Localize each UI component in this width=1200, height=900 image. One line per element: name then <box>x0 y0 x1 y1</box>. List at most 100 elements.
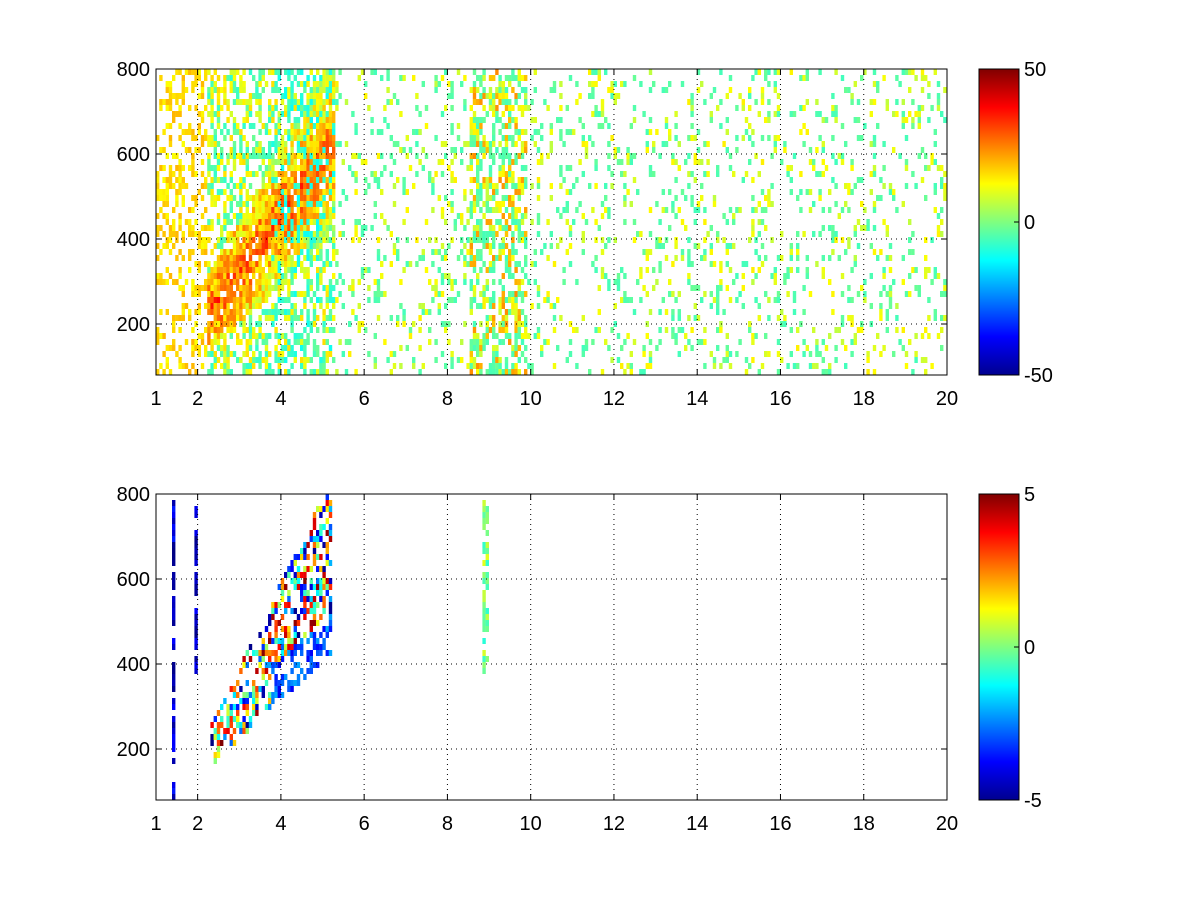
heatmap-cell <box>485 189 489 195</box>
heatmap-cell <box>440 279 445 285</box>
heatmap-cell <box>245 147 249 153</box>
heatmap-cell <box>773 279 777 285</box>
heatmap-cell <box>223 267 227 273</box>
heatmap-cell <box>319 159 323 165</box>
heatmap-cell <box>303 351 307 357</box>
heatmap-cell <box>220 231 224 237</box>
heatmap-cell <box>360 231 365 237</box>
heatmap-cell <box>600 213 605 219</box>
heatmap-cell <box>232 267 237 273</box>
heatmap-cell <box>802 105 806 111</box>
heatmap-cell <box>207 267 211 273</box>
heatmap-cell <box>319 650 323 656</box>
heatmap-cell <box>501 81 505 87</box>
heatmap-cell <box>268 159 272 165</box>
heatmap-cell <box>344 339 349 345</box>
heatmap-cell <box>165 267 169 273</box>
heatmap-cell <box>940 345 944 351</box>
heatmap-cell <box>751 225 755 231</box>
heatmap-cell <box>940 177 944 183</box>
heatmap-cell <box>322 644 326 650</box>
heatmap-cell <box>469 297 473 303</box>
heatmap-cell <box>172 746 176 752</box>
heatmap-cell <box>389 171 393 177</box>
heatmap-cell <box>252 171 256 177</box>
heatmap-cell <box>261 225 265 231</box>
heatmap-cell <box>594 219 598 225</box>
heatmap-cell <box>594 105 598 111</box>
heatmap-cell <box>469 261 473 267</box>
heatmap-cell <box>501 369 505 375</box>
heatmap-cell <box>287 315 291 321</box>
heatmap-cell <box>786 165 790 171</box>
colorbar-tick-label: 5 <box>1024 484 1035 506</box>
heatmap-cell <box>229 147 233 153</box>
heatmap-cell <box>796 363 800 369</box>
heatmap-cell <box>197 309 201 315</box>
heatmap-cell <box>332 243 336 249</box>
heatmap-cell <box>239 309 243 315</box>
heatmap-cell <box>556 297 560 303</box>
heatmap-cell <box>309 207 313 213</box>
heatmap-cell <box>258 351 262 357</box>
heatmap-cell <box>264 297 269 303</box>
heatmap-cell <box>504 327 509 333</box>
heatmap-cell <box>156 177 160 183</box>
heatmap-cell <box>658 327 662 333</box>
heatmap-cell <box>700 81 704 87</box>
heatmap-cell <box>472 237 477 243</box>
heatmap-cell <box>591 81 595 87</box>
heatmap-cell <box>527 363 531 369</box>
heatmap-cell <box>242 297 246 303</box>
heatmap-cell <box>264 201 269 207</box>
heatmap-cell <box>540 351 544 357</box>
heatmap-cell <box>869 189 873 195</box>
heatmap-cell <box>328 153 333 159</box>
heatmap-cell <box>255 333 259 339</box>
heatmap-cell <box>716 231 720 237</box>
heatmap-cell <box>373 333 377 339</box>
heatmap-cell <box>671 207 675 213</box>
heatmap-cell <box>703 219 707 225</box>
heatmap-cell <box>226 297 230 303</box>
heatmap-cell <box>648 171 653 177</box>
heatmap-cell <box>236 704 240 710</box>
heatmap-cell <box>226 291 230 297</box>
heatmap-cell <box>252 93 256 99</box>
heatmap-cell <box>517 357 521 363</box>
heatmap-cell <box>485 333 489 339</box>
heatmap-cell <box>479 351 483 357</box>
heatmap-cell <box>319 213 323 219</box>
heatmap-cell <box>255 93 259 99</box>
heatmap-cell <box>312 81 317 87</box>
heatmap-cell <box>572 219 576 225</box>
heatmap-cell <box>293 165 297 171</box>
heatmap-cell <box>303 578 307 584</box>
heatmap-cell <box>696 129 701 135</box>
heatmap-cell <box>325 494 329 500</box>
heatmap-cell <box>284 309 288 315</box>
heatmap-cell <box>671 291 675 297</box>
heatmap-cell <box>303 207 307 213</box>
heatmap-cell <box>536 213 541 219</box>
heatmap-cell <box>332 135 336 141</box>
heatmap-cell <box>274 650 278 656</box>
heatmap-cell <box>498 129 502 135</box>
y-tick-label: 200 <box>117 739 150 761</box>
heatmap-cell <box>648 231 653 237</box>
heatmap-cell <box>239 183 243 189</box>
heatmap-cell <box>293 554 297 560</box>
heatmap-cell <box>530 369 534 375</box>
heatmap-cell <box>748 237 752 243</box>
heatmap-cell <box>271 189 275 195</box>
heatmap-cell <box>693 159 697 165</box>
heatmap-cell <box>300 644 304 650</box>
heatmap-cell <box>450 189 454 195</box>
heatmap-cell <box>312 153 317 159</box>
heatmap-cell <box>840 207 845 213</box>
heatmap-cell <box>556 207 560 213</box>
heatmap-cell <box>293 93 297 99</box>
heatmap-cell <box>239 141 243 147</box>
heatmap-cell <box>242 117 246 123</box>
heatmap-cell <box>239 243 243 249</box>
